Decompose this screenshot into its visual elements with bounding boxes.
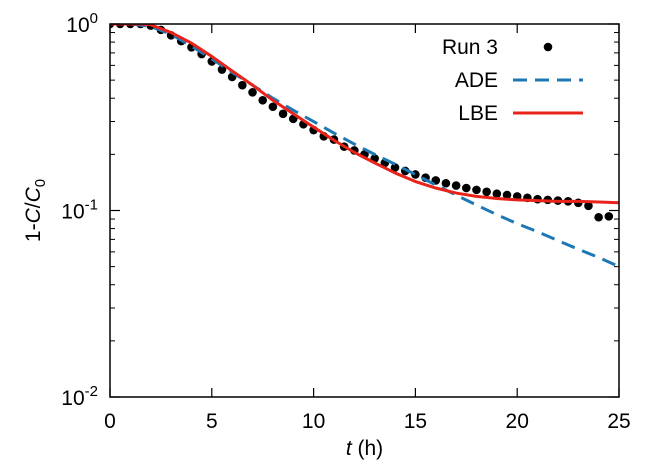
series-lbe-line	[110, 24, 619, 205]
data-point	[492, 189, 502, 199]
data-point	[482, 187, 491, 197]
y-tick-base: 10	[61, 201, 84, 224]
y-tick-base: 10	[61, 387, 84, 410]
y-tick-label: 10-1	[61, 197, 98, 224]
legend-label-run-3: Run 3	[442, 36, 498, 59]
data-point	[462, 183, 471, 193]
x-axis-variable: t	[346, 437, 353, 460]
data-point	[217, 65, 227, 74]
x-tick-label: 15	[404, 410, 427, 433]
legend: Run 3 ADE LBE	[442, 36, 583, 125]
y-tick-base: 10	[66, 14, 89, 37]
series-ade-line	[110, 24, 619, 269]
data-point	[451, 181, 461, 190]
y-tick-exponent: -2	[85, 383, 98, 400]
x-tick-label: 5	[206, 410, 218, 433]
x-tick-label: 25	[607, 410, 630, 433]
legend-marker-run-3	[543, 42, 553, 52]
x-tick-label: 20	[506, 410, 529, 433]
y-tick-label: 100	[66, 10, 98, 37]
data-point	[278, 109, 288, 119]
x-axis-label: t (h)	[346, 437, 383, 460]
x-tick-label: 10	[302, 410, 325, 433]
data-point	[390, 163, 400, 172]
y-tick-label: 10-2	[61, 383, 98, 410]
x-axis-unit: (h)	[352, 437, 384, 460]
y-tick-exponent: 0	[90, 10, 98, 27]
data-point	[248, 88, 257, 97]
y-axis-numerator: C	[22, 207, 45, 223]
series-run-3	[110, 24, 614, 222]
y-tick-exponent: -1	[85, 197, 98, 214]
y-axis-denominator-subscript: 0	[32, 179, 49, 187]
y-axis-denominator: C	[22, 186, 45, 202]
data-point	[258, 95, 268, 105]
y-axis-prefix: 1-	[22, 223, 45, 242]
x-tick-labels: 0 5 10 15 20 25	[104, 410, 631, 433]
data-point	[594, 212, 603, 222]
y-axis-label: 1-C/C0	[22, 179, 49, 242]
data-point	[238, 80, 247, 90]
x-tick-label: 0	[104, 410, 116, 433]
data-point	[441, 178, 451, 188]
data-point	[472, 185, 481, 195]
data-point	[268, 102, 278, 112]
legend-label-ade: ADE	[455, 69, 498, 92]
series-layer	[110, 24, 619, 269]
data-point	[502, 190, 512, 200]
legend-label-lbe: LBE	[458, 102, 498, 125]
axis-ticks	[109, 23, 620, 398]
data-point	[584, 201, 593, 211]
data-point	[604, 212, 614, 221]
